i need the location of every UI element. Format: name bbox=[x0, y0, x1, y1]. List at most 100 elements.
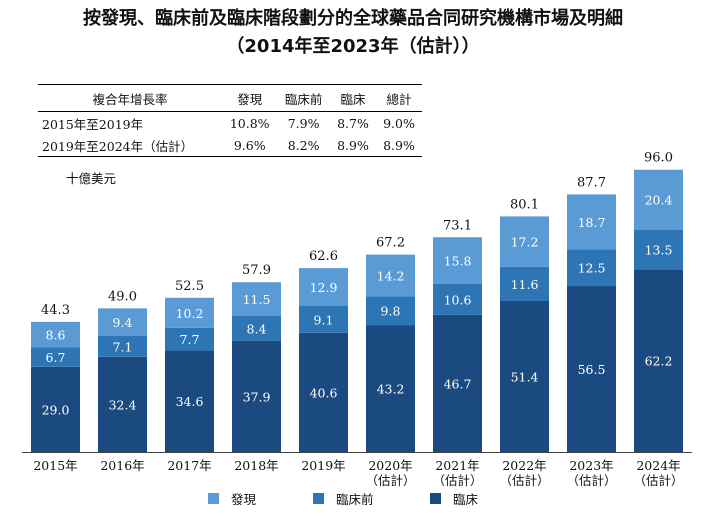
cagr-cell: 9.0% bbox=[383, 115, 415, 131]
data-label-clinical: 29.0 bbox=[42, 402, 70, 417]
data-label-clinical: 34.6 bbox=[176, 394, 204, 409]
bar-clinical bbox=[232, 340, 281, 452]
bar-preclinical bbox=[433, 283, 482, 315]
bar-discovery bbox=[165, 297, 214, 328]
total-label: 52.5 bbox=[175, 279, 204, 294]
bar-preclinical bbox=[299, 306, 348, 333]
bar-preclinical bbox=[634, 229, 683, 270]
legend-swatch-clinical bbox=[430, 493, 441, 504]
x-tick-label: 2016年 bbox=[100, 458, 144, 473]
cagr-header-total: 總計 bbox=[375, 84, 422, 112]
total-label: 80.1 bbox=[510, 197, 539, 212]
bar-preclinical bbox=[232, 315, 281, 341]
data-label-discovery: 12.9 bbox=[310, 280, 338, 295]
bar-clinical bbox=[98, 356, 147, 452]
bar-preclinical bbox=[31, 347, 80, 367]
bar-clinical bbox=[567, 286, 616, 452]
cagr-cell: 8.9% bbox=[375, 134, 422, 157]
x-tick-label: （估計） bbox=[365, 473, 415, 488]
x-tick-label: 2020年 bbox=[368, 458, 412, 473]
cagr-period: 2019年至2024年（估計） bbox=[38, 134, 223, 157]
total-label: 67.2 bbox=[376, 236, 405, 251]
total-label: 96.0 bbox=[644, 151, 673, 166]
x-tick-label: 2022年 bbox=[502, 458, 546, 473]
data-label-clinical: 62.2 bbox=[645, 354, 673, 369]
bar-preclinical bbox=[500, 266, 549, 302]
x-tick-label: 2023年 bbox=[569, 458, 613, 473]
cagr-header-label: 複合年增長率 bbox=[38, 84, 223, 112]
cagr-header-preclinical: 臨床前 bbox=[277, 84, 330, 112]
total-label: 87.7 bbox=[577, 175, 606, 190]
bar-discovery bbox=[433, 237, 482, 284]
bar-preclinical bbox=[366, 296, 415, 326]
total-label: 49.0 bbox=[108, 289, 137, 304]
total-label: 62.6 bbox=[309, 249, 338, 264]
bar-clinical bbox=[433, 314, 482, 452]
x-tick-label: 2015年 bbox=[33, 458, 77, 473]
data-label-clinical: 40.6 bbox=[310, 385, 338, 400]
x-tick-label: 2018年 bbox=[234, 458, 278, 473]
data-label-discovery: 10.2 bbox=[176, 306, 204, 321]
bar-preclinical bbox=[567, 249, 616, 287]
cagr-cell: 9.6% bbox=[222, 134, 278, 157]
bar-discovery bbox=[232, 282, 281, 316]
data-label-preclinical: 7.7 bbox=[180, 332, 200, 347]
data-label-preclinical: 7.1 bbox=[113, 339, 133, 354]
bar-clinical bbox=[165, 350, 214, 452]
total-label: 73.1 bbox=[443, 218, 472, 233]
chart-subtitle: （2014年至2023年（估計）） bbox=[226, 36, 480, 57]
bar-discovery bbox=[634, 169, 683, 230]
cagr-cell: 10.8% bbox=[229, 115, 270, 131]
data-label-discovery: 17.2 bbox=[511, 235, 539, 250]
x-tick-label: 2024年 bbox=[636, 458, 680, 473]
data-label-preclinical: 13.5 bbox=[645, 242, 673, 257]
data-label-discovery: 14.2 bbox=[377, 268, 405, 283]
data-label-discovery: 11.5 bbox=[243, 292, 271, 307]
data-label-clinical: 32.4 bbox=[109, 397, 137, 412]
data-label-clinical: 46.7 bbox=[444, 376, 472, 391]
bar-discovery bbox=[299, 268, 348, 307]
legend-item-discovery: 發現 bbox=[208, 489, 256, 507]
data-label-discovery: 9.4 bbox=[113, 315, 133, 330]
data-label-preclinical: 10.6 bbox=[444, 292, 472, 307]
cagr-row: 2015年至2019年 10.8% 7.9% 8.7% 9.0% bbox=[38, 112, 422, 135]
x-tick-label: 2021年 bbox=[435, 458, 479, 473]
chart-title: 按發現、臨床前及臨床階段劃分的全球藥品合同研究機構市場及明細 bbox=[83, 8, 623, 29]
x-tick-label: 2017年 bbox=[167, 458, 211, 473]
x-tick-label: 2019年 bbox=[301, 458, 345, 473]
cagr-header-row: 複合年增長率 發現 臨床前 臨床 總計 bbox=[38, 84, 422, 112]
data-label-discovery: 15.8 bbox=[444, 253, 472, 268]
data-label-preclinical: 6.7 bbox=[46, 350, 66, 365]
x-tick-label: （估計） bbox=[633, 473, 683, 488]
legend-item-clinical: 臨床 bbox=[430, 489, 479, 507]
data-label-preclinical: 9.8 bbox=[381, 304, 401, 319]
x-tick-label: （估計） bbox=[432, 473, 482, 488]
legend-swatch-preclinical bbox=[313, 493, 324, 504]
data-label-clinical: 56.5 bbox=[578, 362, 606, 377]
data-label-clinical: 51.4 bbox=[511, 370, 539, 385]
bar-preclinical bbox=[98, 335, 147, 357]
bar-clinical bbox=[634, 269, 683, 452]
x-tick-label: （估計） bbox=[566, 473, 616, 488]
data-label-preclinical: 9.1 bbox=[314, 312, 334, 327]
cagr-cell: 7.9% bbox=[287, 115, 320, 131]
cagr-table: 複合年增長率 發現 臨床前 臨床 總計 2015年至2019年 10.8% 7.… bbox=[38, 84, 422, 157]
bar-discovery bbox=[500, 216, 549, 267]
bar-clinical bbox=[299, 332, 348, 452]
bar-clinical bbox=[500, 301, 549, 452]
legend-label-preclinical: 臨床前 bbox=[336, 492, 374, 507]
data-label-preclinical: 12.5 bbox=[578, 261, 606, 276]
legend-label-clinical: 臨床 bbox=[453, 492, 479, 507]
bar-discovery bbox=[98, 308, 147, 336]
total-label: 44.3 bbox=[41, 303, 70, 318]
x-tick-label: （估計） bbox=[499, 473, 549, 488]
bar-discovery bbox=[567, 194, 616, 250]
data-label-discovery: 20.4 bbox=[645, 193, 673, 208]
data-label-preclinical: 8.4 bbox=[247, 321, 267, 336]
data-label-discovery: 8.6 bbox=[46, 328, 66, 343]
cagr-period: 2015年至2019年 bbox=[42, 116, 144, 132]
cagr-cell: 8.7% bbox=[337, 115, 369, 131]
unit-label: 十億美元 bbox=[66, 171, 117, 186]
cagr-header-clinical: 臨床 bbox=[329, 84, 376, 112]
